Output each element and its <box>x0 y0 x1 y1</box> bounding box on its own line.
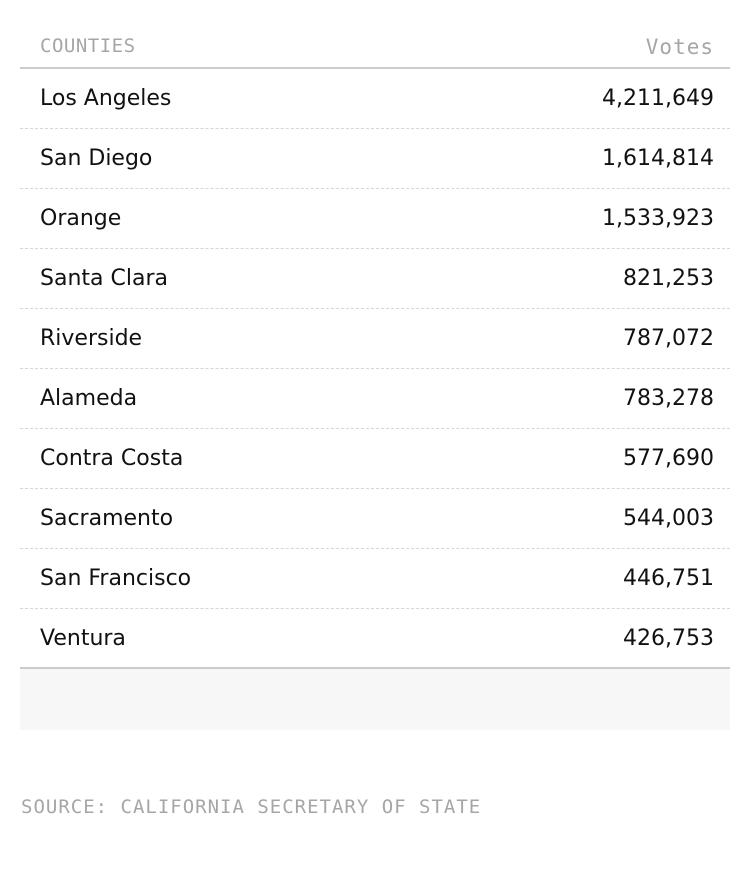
county-votes: 426,753 <box>623 626 714 651</box>
county-name: Santa Clara <box>40 266 168 291</box>
county-name: Contra Costa <box>40 446 184 471</box>
source-note: SOURCE: CALIFORNIA SECRETARY OF STATE <box>21 796 482 818</box>
table-row: Santa Clara 821,253 <box>20 249 730 309</box>
county-votes: 1,614,814 <box>602 146 714 171</box>
table-row: Contra Costa 577,690 <box>20 429 730 489</box>
table-row: San Diego 1,614,814 <box>20 129 730 189</box>
table-row: San Francisco 446,751 <box>20 549 730 609</box>
county-votes: 821,253 <box>623 266 714 291</box>
county-votes-table: COUNTIES Votes Los Angeles 4,211,649 San… <box>20 0 730 730</box>
table-row: Sacramento 544,003 <box>20 489 730 549</box>
table-header: COUNTIES Votes <box>20 0 730 69</box>
table-row: Ventura 426,753 <box>20 609 730 669</box>
table-body: Los Angeles 4,211,649 San Diego 1,614,81… <box>20 69 730 669</box>
county-votes: 787,072 <box>623 326 714 351</box>
table-row: Orange 1,533,923 <box>20 189 730 249</box>
county-votes: 4,211,649 <box>602 86 714 111</box>
county-votes: 577,690 <box>623 446 714 471</box>
county-name: Ventura <box>40 626 126 651</box>
county-name: Sacramento <box>40 506 174 531</box>
table-row: Riverside 787,072 <box>20 309 730 369</box>
votes-column-header: Votes <box>645 35 714 59</box>
county-votes: 544,003 <box>623 506 714 531</box>
county-votes: 1,533,923 <box>602 206 714 231</box>
county-name: Orange <box>40 206 122 231</box>
county-name: Alameda <box>40 386 138 411</box>
county-name: San Diego <box>40 146 153 171</box>
table-row: Alameda 783,278 <box>20 369 730 429</box>
county-name: Los Angeles <box>40 86 172 111</box>
table-row: Los Angeles 4,211,649 <box>20 69 730 129</box>
counties-column-header: COUNTIES <box>40 35 136 57</box>
county-name: Riverside <box>40 326 143 351</box>
table-footer-band <box>20 669 730 730</box>
county-votes: 783,278 <box>623 386 714 411</box>
county-votes: 446,751 <box>623 566 714 591</box>
county-name: San Francisco <box>40 566 192 591</box>
